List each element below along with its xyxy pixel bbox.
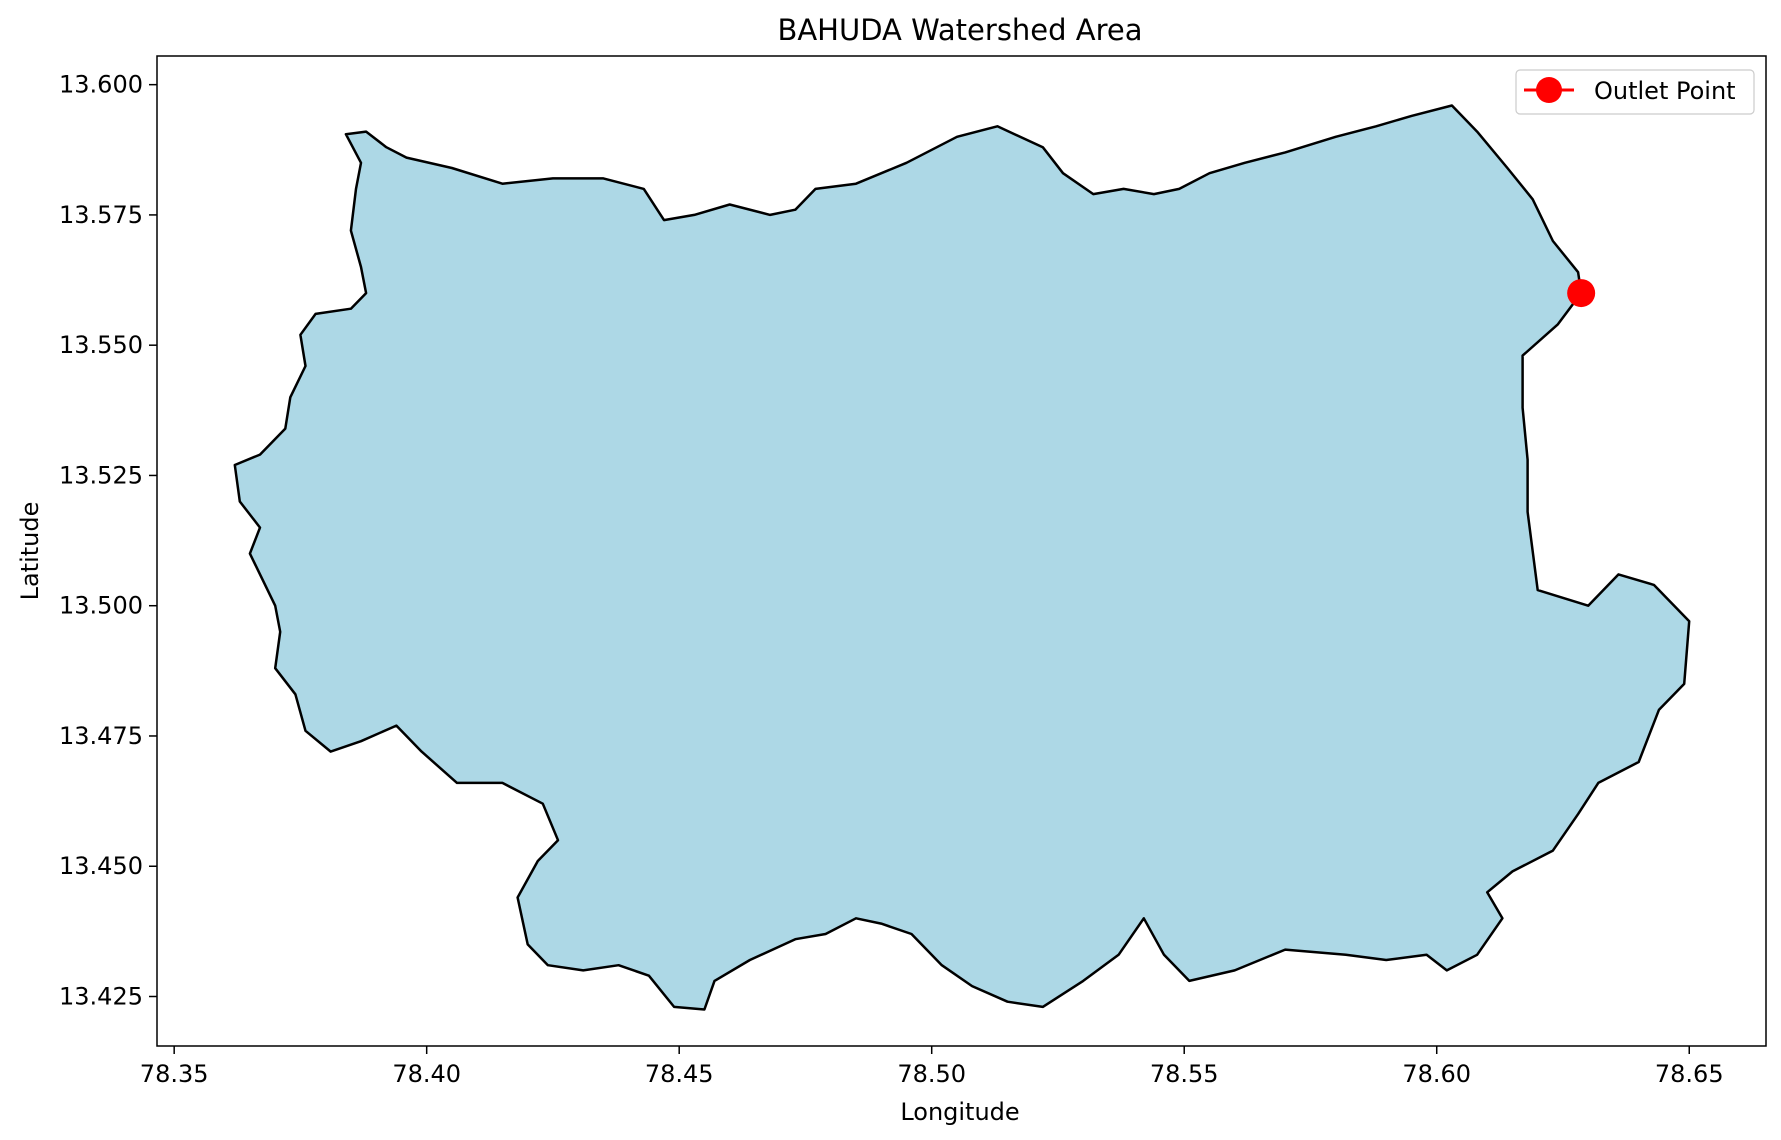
x-tick-label: 78.55 [1150, 1060, 1219, 1088]
y-tick-label: 13.500 [59, 592, 143, 620]
y-tick-label: 13.600 [59, 71, 143, 99]
y-axis: 13.425 13.450 13.475 13.500 13.525 13.550 13.5… [59, 71, 157, 1011]
axes-frame [156, 55, 1767, 1047]
x-tick-label: 78.50 [897, 1060, 966, 1088]
y-tick-label: 13.525 [59, 461, 143, 489]
y-tick-label: 13.475 [59, 722, 143, 750]
legend-entry-outlet-point: Outlet Point [1594, 77, 1736, 105]
y-tick-label: 13.575 [59, 201, 143, 229]
plot-area [233, 104, 1691, 1011]
y-axis-label: Latitude [16, 502, 44, 601]
outlet-point-marker [1567, 279, 1596, 308]
y-tick-label: 13.425 [59, 983, 143, 1011]
x-tick-label: 78.60 [1402, 1060, 1471, 1088]
x-tick-label: 78.45 [645, 1060, 714, 1088]
chart-title: BAHUDA Watershed Area [777, 13, 1142, 47]
x-axis: 78.35 78.40 78.45 78.50 78.55 78.60 78.65 [140, 1046, 1724, 1088]
legend: Outlet Point [1515, 69, 1755, 115]
legend-box [1515, 69, 1755, 115]
x-axis-label: Longitude [900, 1098, 1019, 1126]
x-tick-label: 78.65 [1655, 1060, 1724, 1088]
x-tick-label: 78.40 [392, 1060, 461, 1088]
y-tick-label: 13.550 [59, 331, 143, 359]
legend-marker-swatch [1536, 77, 1562, 103]
y-tick-label: 13.450 [59, 852, 143, 880]
x-tick-label: 78.35 [140, 1060, 209, 1088]
watershed-polygon [233, 104, 1691, 1011]
